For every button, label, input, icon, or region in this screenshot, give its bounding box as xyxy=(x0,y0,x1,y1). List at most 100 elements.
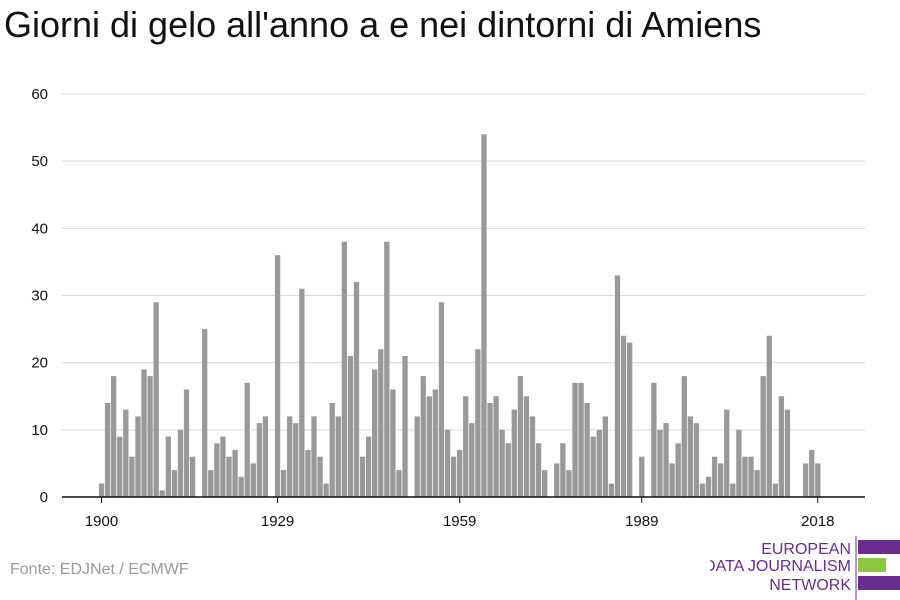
bar-1934[interactable] xyxy=(305,449,311,497)
bar-1989[interactable] xyxy=(639,456,645,497)
bar-1905[interactable] xyxy=(129,456,135,497)
bar-2008[interactable] xyxy=(754,470,760,497)
bar-1931[interactable] xyxy=(287,416,293,497)
bar-1952[interactable] xyxy=(414,416,420,497)
bar-1943[interactable] xyxy=(359,456,366,497)
bar-1967[interactable] xyxy=(505,443,511,497)
bar-1976[interactable] xyxy=(560,443,566,497)
bar-1923[interactable] xyxy=(238,476,244,497)
bar-1945[interactable] xyxy=(372,369,378,497)
bar-2004[interactable] xyxy=(730,483,736,497)
bar-1958[interactable] xyxy=(450,456,457,497)
bar-1933[interactable] xyxy=(299,288,305,497)
bar-1941[interactable] xyxy=(347,355,354,497)
bar-1910[interactable] xyxy=(159,490,165,497)
bar-2000[interactable] xyxy=(705,476,712,497)
bar-1921[interactable] xyxy=(226,456,232,497)
edjnet-logo[interactable]: EUROPEAN DATA JOURNALISM NETWORK xyxy=(710,536,900,600)
bar-1996[interactable] xyxy=(681,376,687,497)
bar-1902[interactable] xyxy=(111,376,117,497)
bar-1904[interactable] xyxy=(123,409,129,497)
bar-1917[interactable] xyxy=(202,329,208,497)
bar-2005[interactable] xyxy=(736,429,742,497)
bar-2003[interactable] xyxy=(724,409,730,497)
bar-1953[interactable] xyxy=(420,376,426,497)
bar-1926[interactable] xyxy=(256,423,263,497)
bar-2017[interactable] xyxy=(809,449,815,497)
bar-1982[interactable] xyxy=(596,429,602,497)
bar-1969[interactable] xyxy=(517,376,524,497)
bar-1995[interactable] xyxy=(675,443,681,497)
bar-1963[interactable] xyxy=(481,134,487,498)
bar-1998[interactable] xyxy=(693,423,700,497)
bar-1938[interactable] xyxy=(329,402,335,497)
bar-1987[interactable] xyxy=(626,342,633,497)
bar-2012[interactable] xyxy=(778,396,785,497)
bar-1997[interactable] xyxy=(687,416,693,497)
bar-1977[interactable] xyxy=(566,470,572,497)
bar-2006[interactable] xyxy=(742,456,748,497)
bar-1911[interactable] xyxy=(165,436,171,497)
bar-1971[interactable] xyxy=(529,416,536,497)
bar-1950[interactable] xyxy=(402,355,408,497)
bar-1900[interactable] xyxy=(98,483,105,497)
bar-1960[interactable] xyxy=(463,396,469,497)
bar-1901[interactable] xyxy=(104,402,111,497)
bar-1983[interactable] xyxy=(602,416,608,497)
bar-1908[interactable] xyxy=(147,376,153,497)
bar-1957[interactable] xyxy=(444,429,451,497)
bar-1981[interactable] xyxy=(590,436,596,497)
bar-1940[interactable] xyxy=(341,241,347,497)
bar-1925[interactable] xyxy=(250,463,256,497)
bar-1924[interactable] xyxy=(244,382,250,497)
bar-1937[interactable] xyxy=(323,483,329,497)
bar-1932[interactable] xyxy=(293,423,299,497)
bar-2007[interactable] xyxy=(748,456,754,497)
bar-1980[interactable] xyxy=(584,402,590,497)
bar-1907[interactable] xyxy=(141,369,147,497)
bar-1956[interactable] xyxy=(438,302,445,497)
bar-1942[interactable] xyxy=(353,282,360,497)
bar-1949[interactable] xyxy=(396,470,402,497)
bar-2016[interactable] xyxy=(803,463,809,497)
bar-1929[interactable] xyxy=(274,255,281,497)
bar-1994[interactable] xyxy=(669,463,675,497)
bar-1948[interactable] xyxy=(390,389,396,497)
bar-1993[interactable] xyxy=(663,423,669,497)
bar-1922[interactable] xyxy=(232,449,238,497)
bar-1965[interactable] xyxy=(493,396,499,497)
bar-1909[interactable] xyxy=(153,302,159,497)
bar-1947[interactable] xyxy=(384,241,390,497)
bar-1944[interactable] xyxy=(365,436,372,497)
bar-1939[interactable] xyxy=(335,416,341,497)
bar-1927[interactable] xyxy=(262,416,269,497)
bar-2013[interactable] xyxy=(784,409,791,497)
bar-1918[interactable] xyxy=(208,470,214,497)
bar-1906[interactable] xyxy=(135,416,141,497)
bar-1962[interactable] xyxy=(475,349,481,497)
bar-1970[interactable] xyxy=(523,396,530,497)
bar-1946[interactable] xyxy=(378,349,384,497)
bar-2018[interactable] xyxy=(815,463,821,497)
bar-1973[interactable] xyxy=(542,470,548,497)
bar-1992[interactable] xyxy=(657,429,663,497)
bar-1991[interactable] xyxy=(651,382,657,497)
bar-1986[interactable] xyxy=(620,335,627,497)
bar-1959[interactable] xyxy=(457,449,463,497)
bar-1919[interactable] xyxy=(214,443,220,497)
bar-1964[interactable] xyxy=(487,402,493,497)
bar-1978[interactable] xyxy=(572,382,578,497)
bar-1915[interactable] xyxy=(189,456,196,497)
bar-2011[interactable] xyxy=(772,483,778,497)
bar-1975[interactable] xyxy=(554,463,560,497)
bar-2009[interactable] xyxy=(760,376,766,497)
bar-1954[interactable] xyxy=(426,396,432,497)
bar-1914[interactable] xyxy=(183,389,190,497)
bar-1903[interactable] xyxy=(117,436,123,497)
bar-2010[interactable] xyxy=(766,335,772,497)
bar-1984[interactable] xyxy=(608,483,615,497)
bar-1936[interactable] xyxy=(317,456,323,497)
bar-1913[interactable] xyxy=(177,429,184,497)
bar-1979[interactable] xyxy=(578,382,584,497)
bar-1985[interactable] xyxy=(614,275,621,497)
